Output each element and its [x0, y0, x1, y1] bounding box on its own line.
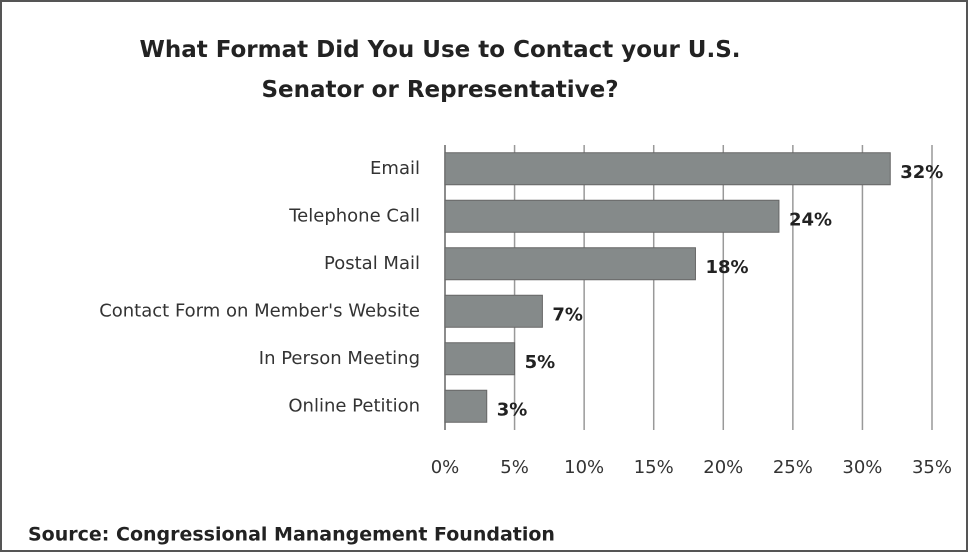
data-label: 7%	[552, 304, 583, 325]
bar	[444, 389, 488, 423]
x-tick-label: 35%	[912, 457, 952, 478]
bar	[444, 247, 696, 281]
bar	[444, 199, 780, 233]
x-tick-label: 5%	[500, 457, 529, 478]
x-tick-label: 0%	[431, 457, 460, 478]
y-tick-label: Telephone Call	[288, 205, 420, 226]
x-tick-label: 10%	[564, 457, 604, 478]
x-tick-label: 20%	[703, 457, 743, 478]
bar	[444, 152, 891, 186]
bar	[444, 294, 543, 328]
data-label: 18%	[705, 257, 748, 278]
x-tick-label: 30%	[842, 457, 882, 478]
chart-title: What Format Did You Use to Contact your …	[139, 37, 741, 103]
y-tick-label: Online Petition	[288, 395, 420, 416]
y-tick-label: Email	[370, 158, 420, 179]
data-label: 32%	[900, 162, 943, 183]
data-label: 3%	[497, 399, 528, 420]
y-tick-label: Postal Mail	[324, 253, 420, 274]
data-label: 5%	[525, 352, 556, 373]
y-tick-label: Contact Form on Member's Website	[99, 300, 420, 321]
data-label: 24%	[789, 209, 832, 230]
bar	[444, 342, 516, 376]
source: Source: Congressional Manangement Founda…	[28, 524, 555, 546]
x-tick-label: 25%	[773, 457, 813, 478]
x-tick-label: 15%	[634, 457, 674, 478]
y-tick-label: In Person Meeting	[259, 348, 420, 369]
